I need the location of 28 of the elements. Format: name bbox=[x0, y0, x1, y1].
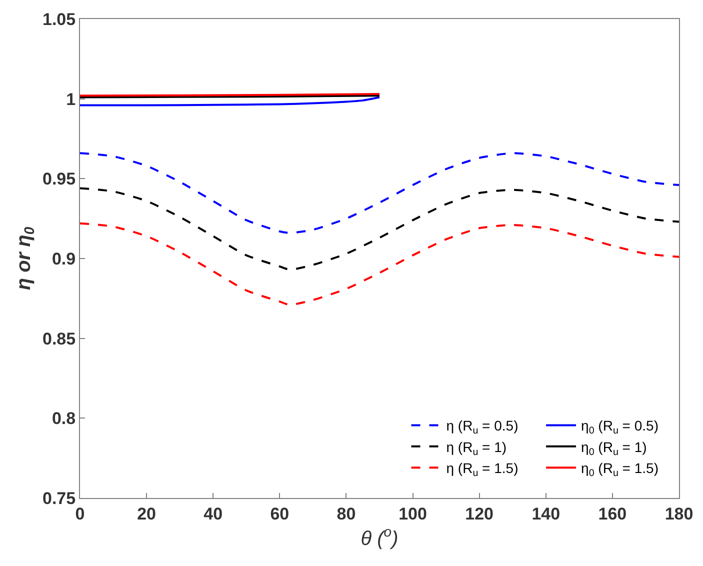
y-tick-label: 0.95 bbox=[42, 170, 76, 189]
x-axis-title: θ ($^{o}$) bbox=[360, 524, 398, 550]
legend-label: η$_{0}$ (R$_{u}$ = 1.5) bbox=[581, 460, 658, 480]
x-tick-label: 40 bbox=[204, 504, 223, 524]
x-tick-label: 60 bbox=[270, 504, 290, 524]
legend-label: η (R$_{u}$ = 0.5) bbox=[446, 418, 518, 437]
x-tick-label: 180 bbox=[664, 504, 694, 524]
line-series bbox=[80, 152, 679, 234]
legend-label: η$_{0}$ (R$_{u}$ = 0.5) bbox=[581, 418, 658, 437]
x-tick-label: 20 bbox=[137, 504, 156, 524]
line-series bbox=[80, 187, 679, 271]
x-tick-label: 120 bbox=[465, 504, 494, 524]
legend-label: η (R$_{u}$ = 1.5) bbox=[446, 460, 518, 480]
x-tick-label: 160 bbox=[598, 504, 627, 524]
x-tick-label: 80 bbox=[336, 504, 356, 524]
y-tick-label: 0.8 bbox=[52, 409, 76, 428]
y-tick-label: 1.05 bbox=[42, 10, 76, 29]
y-tick-label: 0.9 bbox=[52, 249, 76, 268]
line-series bbox=[80, 96, 380, 106]
y-tick-label: 0.85 bbox=[42, 329, 76, 348]
legend-label: η (R$_{u}$ = 1) bbox=[446, 438, 507, 458]
line-series bbox=[80, 222, 679, 306]
y-tick-label: 0.75 bbox=[42, 488, 76, 508]
x-tick-label: 0 bbox=[75, 504, 85, 524]
x-tick-label: 100 bbox=[398, 504, 427, 524]
y-tick-label: 1 bbox=[66, 90, 76, 109]
legend-label: η$_{0}$ (R$_{u}$ = 1) bbox=[581, 438, 647, 458]
x-tick-label: 140 bbox=[532, 504, 560, 524]
